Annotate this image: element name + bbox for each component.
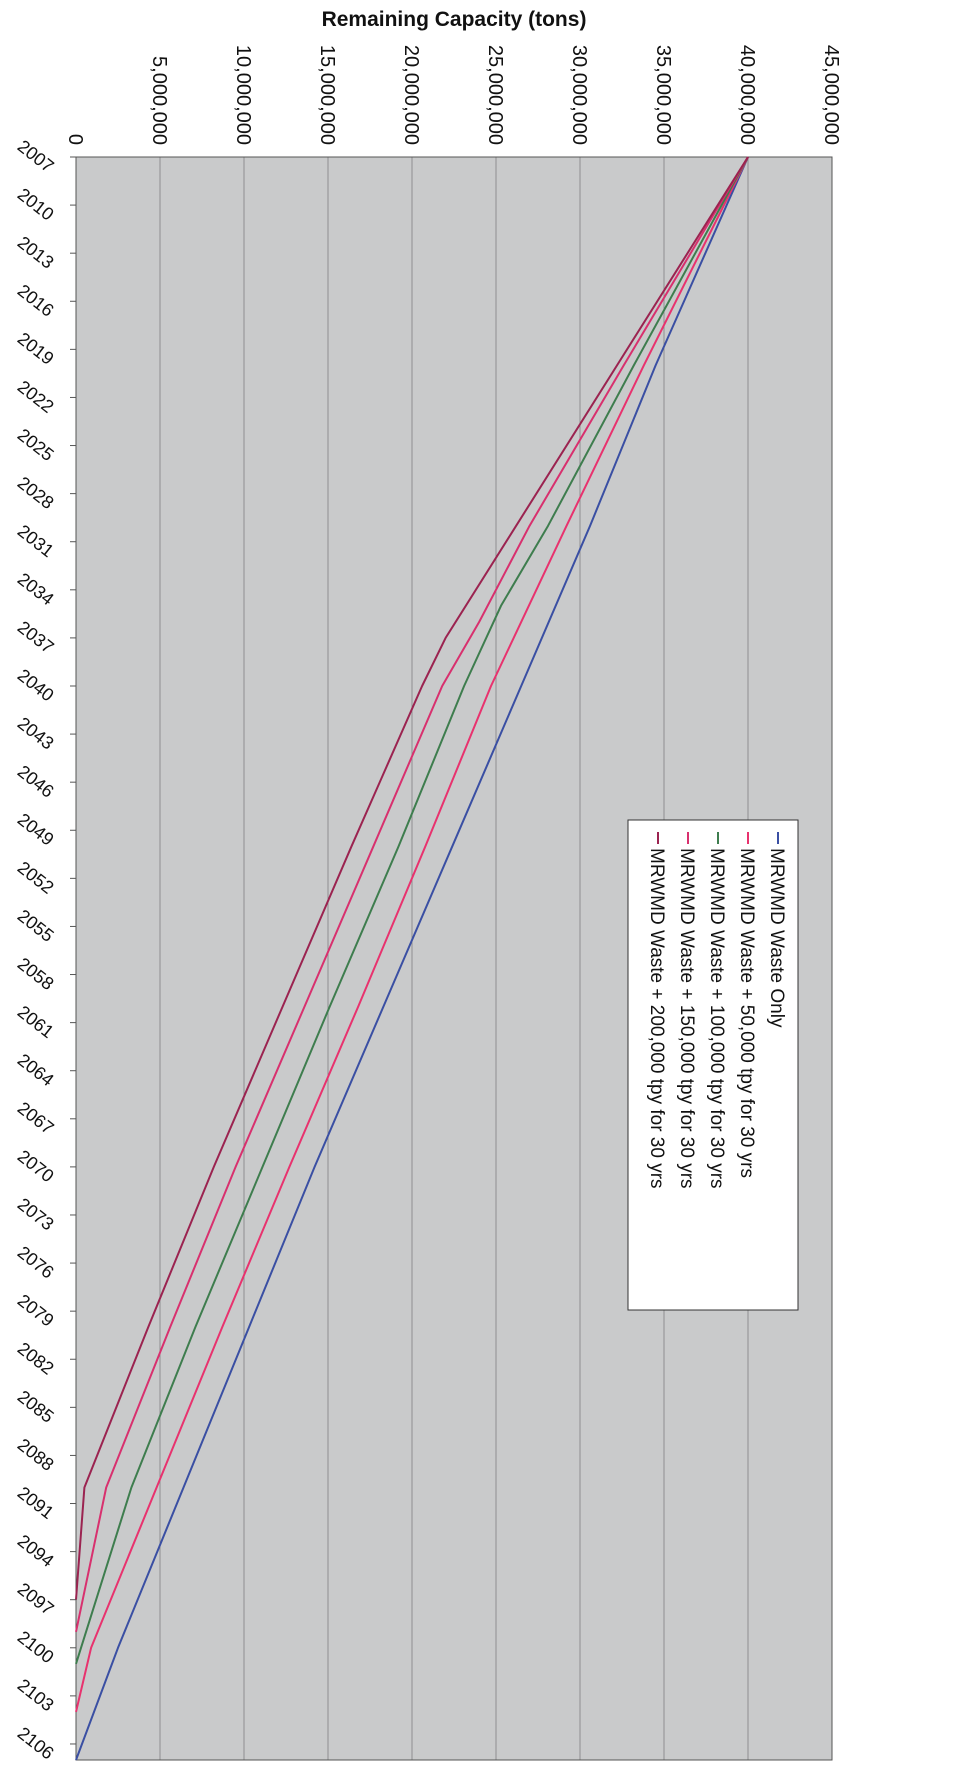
x-tick-label: 2094 xyxy=(14,1531,58,1571)
series-line-1 xyxy=(75,156,749,1761)
legend-box xyxy=(627,819,799,1311)
x-tick-label: 2103 xyxy=(14,1675,58,1715)
y-axis-title: Remaining Capacity (tons) xyxy=(322,8,587,31)
legend-label: MRWMD Waste + 100,000 tpy for 30 yrs xyxy=(706,848,727,1189)
x-tick-label: 2061 xyxy=(14,1002,58,1042)
x-tick-label: 2079 xyxy=(14,1290,58,1330)
y-tick-label: 30,000,000 xyxy=(568,45,590,145)
x-tick-label: 2106 xyxy=(14,1723,58,1763)
x-tick-labels: 2007 2010 2013 2016 2019 2022 2025 2028 2031 2034… xyxy=(14,136,76,1763)
x-tick-label: 2049 xyxy=(14,809,58,849)
x-tick-label: 2007 xyxy=(14,136,58,176)
plot-border xyxy=(75,156,833,1761)
x-tick-label: 2013 xyxy=(14,232,58,272)
x-tick-label: 2070 xyxy=(14,1146,58,1186)
y-tick-label: 0 xyxy=(64,134,86,145)
x-tick-label: 2040 xyxy=(14,665,58,705)
x-tick-label: 2058 xyxy=(14,954,58,994)
x-tick-label: 2085 xyxy=(14,1386,58,1426)
x-tick-label: 2082 xyxy=(14,1338,58,1378)
x-tick-label: 2067 xyxy=(14,1098,58,1138)
y-tick-label: 5,000,000 xyxy=(148,56,170,145)
legend-items: MRWMD Waste Only MRWMD Waste + 50,000 tpy… xyxy=(646,832,787,1189)
x-tick-label: 2100 xyxy=(14,1627,58,1667)
x-tick-label: 2076 xyxy=(14,1242,58,1282)
y-tick-label: 40,000,000 xyxy=(736,45,758,145)
y-tick-labels: 0 5,000,000 10,000,000 15,000,000 20,000,000… xyxy=(64,45,842,145)
x-tick-label: 2022 xyxy=(14,377,58,417)
y-tick-label: 25,000,000 xyxy=(484,45,506,145)
x-tick-label: 2073 xyxy=(14,1194,58,1234)
gridlines xyxy=(159,157,749,1760)
x-tick-label: 2016 xyxy=(14,280,58,320)
x-tick-label: 2055 xyxy=(14,906,58,946)
x-tick-label: 2010 xyxy=(14,184,58,224)
x-tick-label: 2037 xyxy=(14,617,58,657)
y-tick-label: 35,000,000 xyxy=(652,45,674,145)
x-tick-label: 2025 xyxy=(14,425,58,465)
y-tick-label: 20,000,000 xyxy=(400,45,422,145)
legend-label: MRWMD Waste + 50,000 tpy for 30 yrs xyxy=(736,848,757,1178)
y-tick-label: 10,000,000 xyxy=(232,45,254,145)
series-line-2 xyxy=(75,156,749,1713)
series-line-5 xyxy=(75,156,749,1600)
x-tick-label: 2088 xyxy=(14,1434,58,1474)
legend-label: MRWMD Waste + 150,000 tpy for 30 yrs xyxy=(676,848,697,1189)
x-tick-label: 2031 xyxy=(14,521,58,561)
x-tick-label: 2064 xyxy=(14,1050,58,1090)
x-tick-label: 2091 xyxy=(14,1483,58,1523)
y-tick-label: 45,000,000 xyxy=(820,45,842,145)
legend-label: MRWMD Waste Only xyxy=(766,848,787,1028)
legend-label: MRWMD Waste + 200,000 tpy for 30 yrs xyxy=(646,848,667,1189)
x-tick-label: 2097 xyxy=(14,1579,58,1619)
x-tick-label: 2052 xyxy=(14,857,58,897)
x-tick-label: 2046 xyxy=(14,761,58,801)
series-line-4 xyxy=(75,156,749,1633)
x-tick-label: 2019 xyxy=(14,328,58,368)
series-layer xyxy=(75,156,749,1761)
series-line-3 xyxy=(75,156,749,1665)
legend: MRWMD Waste Only MRWMD Waste + 50,000 tpy… xyxy=(627,819,799,1311)
y-tick-label: 15,000,000 xyxy=(316,45,338,145)
x-tick-label: 2028 xyxy=(14,473,58,513)
x-tick-label: 2043 xyxy=(14,713,58,753)
x-tick-label: 2034 xyxy=(14,569,58,609)
